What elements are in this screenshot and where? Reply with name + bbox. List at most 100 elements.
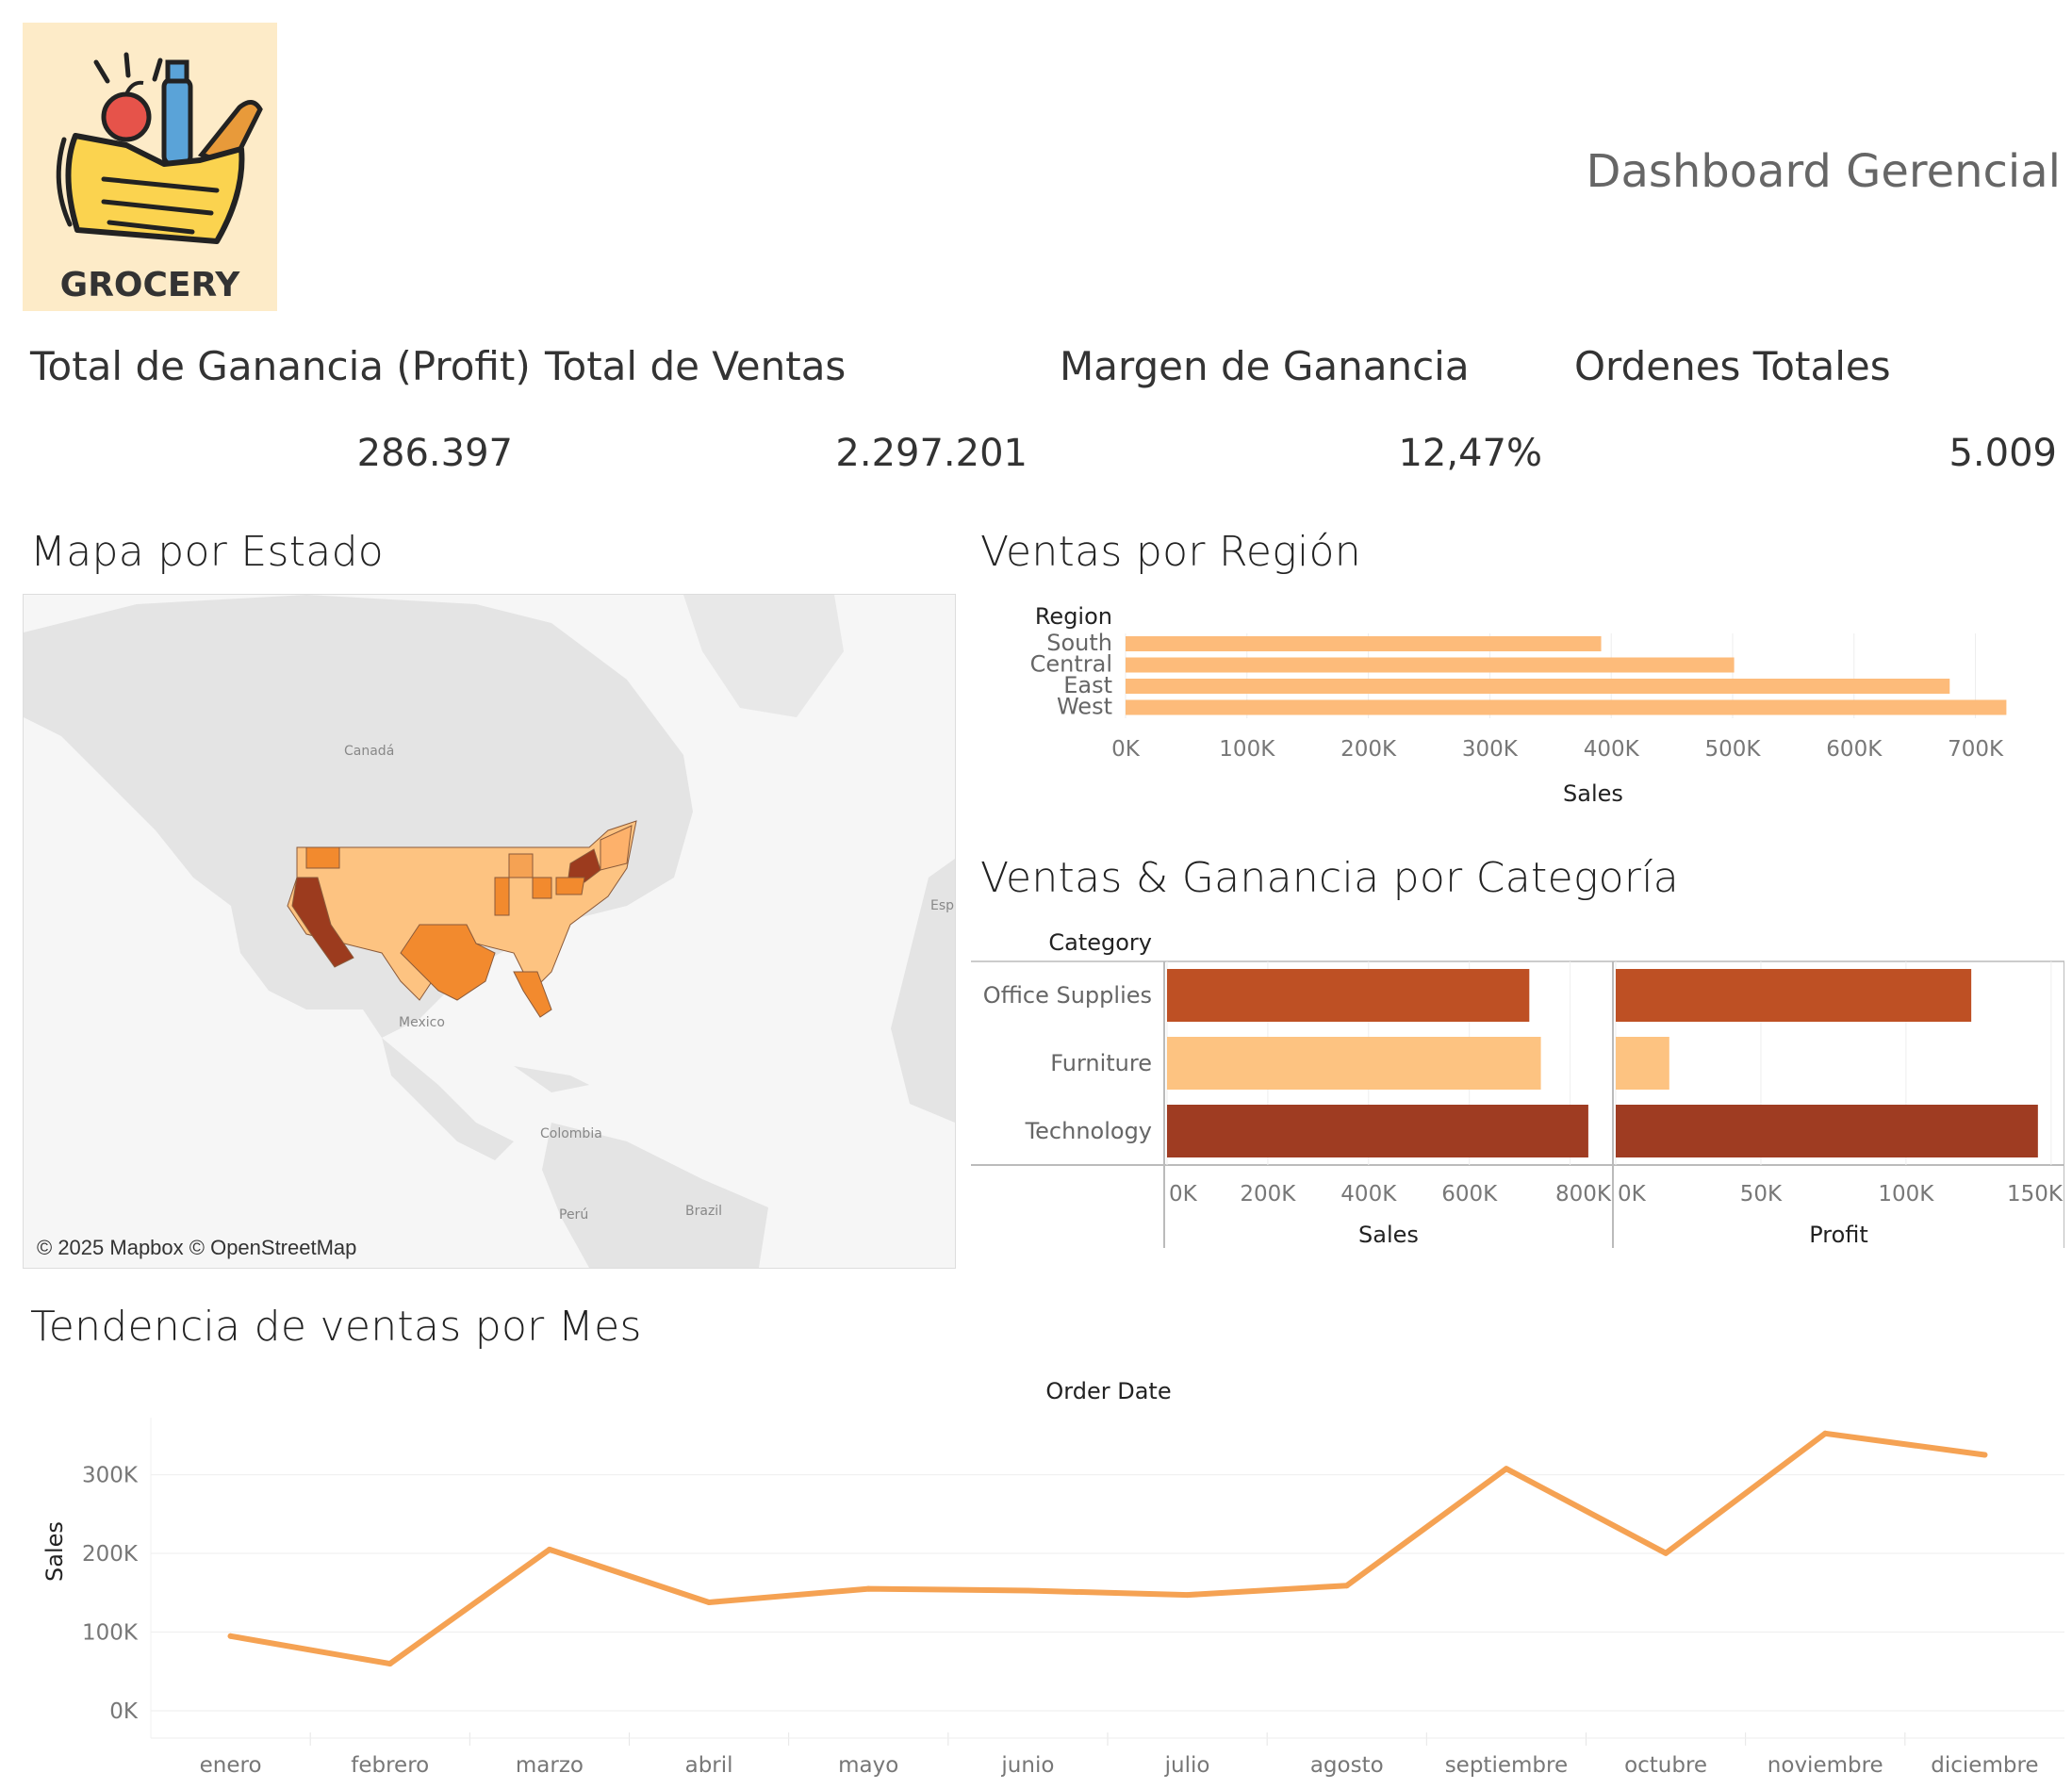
category-tick-label: 200K [1240,1182,1296,1206]
kpi-label-sales: Total de Ventas [545,343,847,389]
trend-y-tick-label: 0K [109,1699,139,1724]
caribbean-land [514,1066,589,1092]
state-florida [513,971,552,1018]
trend-sales-line[interactable] [227,1430,1988,1667]
state-california [291,877,354,968]
trend-x-tick-label: junio [1000,1753,1054,1778]
region-chart-title: Ventas por Región [980,528,1361,576]
europe-africa-land [891,859,955,1123]
region-dimension-label: Region [1035,603,1112,630]
trend-x-tick-label: noviembre [1768,1753,1883,1778]
category-tick-label: 600K [1441,1182,1498,1206]
kpi-value-margin: 12,47% [1398,432,1542,475]
region-bar[interactable] [1126,657,1735,673]
category-bar[interactable] [1616,1105,2038,1157]
kpi-value-sales: 2.297.201 [835,432,1028,475]
trend-chart-title: Tendencia de ventas por Mes [30,1303,642,1351]
trend-point[interactable] [706,1600,713,1606]
region-tick-label: 500K [1705,737,1762,762]
south-america-land [542,1123,768,1268]
central-america-land [382,1038,514,1160]
region-tick-label: 700K [1948,737,2004,762]
category-tick-label: 0K [1618,1182,1647,1206]
region-category-label: East [1063,672,1112,698]
state-pennsylvania [555,877,585,895]
category-bar[interactable] [1167,1105,1588,1157]
trend-point[interactable] [1343,1583,1350,1589]
trend-x-tick-label: marzo [516,1753,584,1778]
category-axis-title: Profit [1809,1222,1868,1248]
region-tick-label: 100K [1219,737,1275,762]
us-states[interactable] [287,820,637,1018]
trend-point[interactable] [546,1546,552,1552]
map-attribution[interactable]: © 2025 Mapbox © OpenStreetMap [37,1236,356,1259]
trend-point[interactable] [865,1585,872,1592]
trend-point[interactable] [1822,1430,1829,1436]
kpi-label-margin: Margen de Ganancia [1060,343,1470,389]
trend-x-tick-label: octubre [1624,1753,1707,1778]
trend-point[interactable] [227,1633,234,1639]
region-x-axis-title: Sales [1563,780,1623,807]
trend-x-tick-label: julio [1164,1753,1210,1778]
state-illinois [494,877,510,916]
map-label-colombia: Colombia [540,1126,602,1141]
state-map[interactable]: Canadá Mexico Colombia Perú Brazil Esp ©… [23,594,956,1269]
logo-text: GROCERY [60,266,241,304]
category-bar[interactable] [1616,969,1972,1022]
category-label: Technology [1025,1118,1152,1144]
trend-x-tick-label: diciembre [1931,1753,2038,1778]
page-title: Dashboard Gerencial [1586,145,2061,198]
state-new-england [600,825,633,871]
grocery-logo: GROCERY [23,23,277,311]
map-label-mexico: Mexico [399,1015,445,1030]
trend-y-tick-label: 100K [82,1621,139,1646]
trend-x-tick-label: febrero [351,1753,429,1778]
category-chart-title: Ventas & Ganancia por Categoría [980,854,1680,902]
trend-point[interactable] [386,1661,393,1667]
category-dimension-label: Category [1048,929,1152,956]
category-tick-label: 100K [1878,1182,1934,1206]
trend-point[interactable] [1982,1452,1988,1458]
kpi-value-orders: 5.009 [1949,432,2057,475]
north-america-land [24,595,693,1038]
category-bar-chart: Category Office Supplies Furniture Technol… [971,929,2064,1248]
region-bar[interactable] [1126,679,1950,694]
region-tick-label: 400K [1584,737,1640,762]
trend-x-tick-label: septiembre [1445,1753,1568,1778]
category-tick-label: 50K [1740,1182,1783,1206]
trend-point[interactable] [1184,1592,1191,1599]
category-bar[interactable] [1167,1037,1541,1090]
region-tick-label: 0K [1111,737,1141,762]
trend-y-tick-label: 200K [82,1542,139,1567]
trend-y-tick-label: 300K [82,1464,139,1488]
map-title: Mapa por Estado [30,528,385,576]
category-axis-title: Sales [1358,1222,1419,1248]
trend-x-tick-label: abril [685,1753,733,1778]
category-bar[interactable] [1167,969,1530,1022]
category-label: Furniture [1050,1050,1152,1076]
kpi-label-profit: Total de Ganancia (Profit) [30,343,531,389]
grocery-bag-icon: GROCERY [56,52,263,304]
region-bar[interactable] [1126,699,2007,715]
category-tick-label: 0K [1169,1182,1198,1206]
trend-point[interactable] [1663,1550,1669,1556]
category-bar[interactable] [1616,1037,1669,1090]
state-washington [305,846,340,869]
region-tick-label: 600K [1826,737,1883,762]
region-tick-label: 200K [1340,737,1397,762]
kpi-value-profit: 286.397 [356,432,513,475]
state-new-york [567,848,601,883]
map-label-canada: Canadá [344,744,394,759]
trend-x-tick-label: enero [200,1753,262,1778]
trend-point[interactable] [1503,1466,1509,1472]
state-ohio [532,877,552,899]
trend-point[interactable] [1025,1587,1031,1594]
state-michigan [508,853,534,878]
region-category-label: Central [1030,651,1112,678]
map-label-brazil: Brazil [685,1204,722,1219]
region-bar[interactable] [1126,636,1602,651]
greenland-land [683,595,844,717]
sales-trend-line-chart: Order Date Sales 0K 100K 200K 300K enero febr… [41,1378,2064,1778]
region-tick-label: 300K [1462,737,1519,762]
